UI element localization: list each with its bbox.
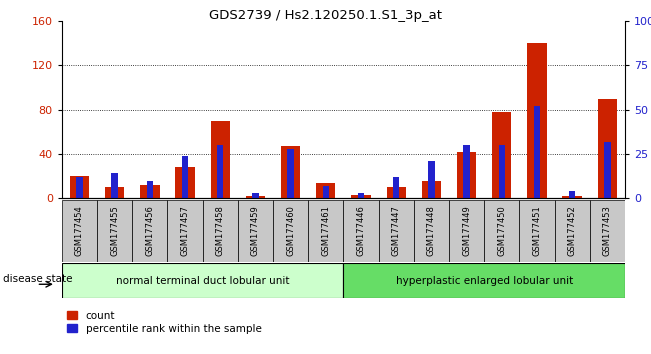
Bar [167, 200, 202, 262]
Text: GSM177452: GSM177452 [568, 206, 577, 256]
Bar [457, 152, 477, 198]
Bar [245, 196, 265, 198]
Bar [484, 200, 519, 262]
Text: GSM177449: GSM177449 [462, 206, 471, 256]
Bar [422, 181, 441, 198]
Bar [62, 200, 97, 262]
Bar [562, 196, 582, 198]
Bar [70, 176, 89, 198]
Bar [323, 186, 329, 198]
Bar [238, 200, 273, 262]
Bar [202, 200, 238, 262]
Text: GSM177459: GSM177459 [251, 206, 260, 256]
Text: GSM177448: GSM177448 [427, 206, 436, 256]
Text: GSM177446: GSM177446 [357, 206, 365, 256]
Bar [281, 146, 300, 198]
Bar [414, 200, 449, 262]
Bar [288, 149, 294, 198]
Bar [175, 167, 195, 198]
Bar [590, 200, 625, 262]
Bar [146, 181, 153, 198]
Bar [527, 44, 547, 198]
Bar [393, 177, 399, 198]
Bar [62, 263, 343, 298]
Bar [343, 263, 625, 298]
Bar [111, 173, 118, 198]
Bar [273, 200, 308, 262]
Text: GDS2739 / Hs2.120250.1.S1_3p_at: GDS2739 / Hs2.120250.1.S1_3p_at [209, 9, 442, 22]
Bar [598, 99, 617, 198]
Bar [308, 200, 343, 262]
Bar [492, 112, 512, 198]
Bar [449, 200, 484, 262]
Text: GSM177457: GSM177457 [180, 206, 189, 256]
Bar [499, 145, 505, 198]
Text: hyperplastic enlarged lobular unit: hyperplastic enlarged lobular unit [396, 276, 573, 286]
Text: GSM177454: GSM177454 [75, 206, 84, 256]
Text: GSM177461: GSM177461 [322, 206, 330, 256]
Bar [210, 121, 230, 198]
Bar [569, 191, 575, 198]
Bar [217, 145, 223, 198]
Bar [132, 200, 167, 262]
Bar [252, 193, 258, 198]
Bar [352, 195, 370, 198]
Text: normal terminal duct lobular unit: normal terminal duct lobular unit [116, 276, 290, 286]
Bar [105, 187, 124, 198]
Bar [428, 161, 435, 198]
Text: GSM177455: GSM177455 [110, 206, 119, 256]
Text: GSM177451: GSM177451 [533, 206, 542, 256]
Bar [555, 200, 590, 262]
Bar [182, 156, 188, 198]
Bar [358, 193, 364, 198]
Text: GSM177456: GSM177456 [145, 206, 154, 256]
Bar [76, 177, 83, 198]
Bar [316, 183, 335, 198]
Bar [534, 106, 540, 198]
Legend: count, percentile rank within the sample: count, percentile rank within the sample [67, 311, 262, 334]
Text: GSM177460: GSM177460 [286, 206, 295, 256]
Bar [140, 185, 159, 198]
Bar [387, 187, 406, 198]
Bar [343, 200, 379, 262]
Text: GSM177453: GSM177453 [603, 206, 612, 256]
Text: GSM177458: GSM177458 [215, 206, 225, 256]
Bar [464, 145, 470, 198]
Bar [604, 142, 611, 198]
Text: GSM177447: GSM177447 [392, 206, 401, 256]
Bar [379, 200, 414, 262]
Bar [97, 200, 132, 262]
Bar [519, 200, 555, 262]
Text: disease state: disease state [3, 274, 73, 284]
Text: GSM177450: GSM177450 [497, 206, 506, 256]
